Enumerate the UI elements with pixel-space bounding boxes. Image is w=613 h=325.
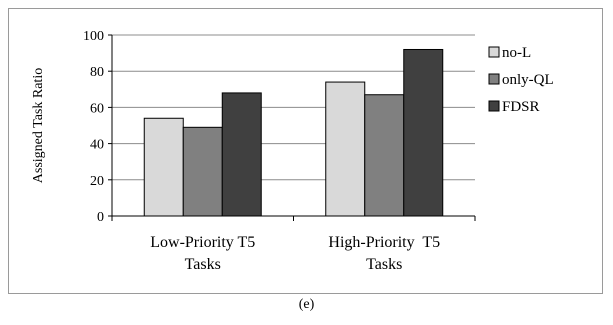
bar-FDSR-1 (403, 48, 444, 217)
axes: 0 20 40 60 80 100 Low-Priority T5 Tasks High-Pri… (83, 29, 476, 273)
legend: no-L only-QL FDSR (488, 45, 554, 115)
legend-swatch-FDSR (488, 100, 500, 112)
legend-swatch-no-L (488, 46, 500, 58)
y-tick-label: 80 (90, 65, 104, 80)
x-category-label: Tasks (366, 256, 402, 273)
y-tick-label: 0 (97, 210, 104, 225)
chart-frame (8, 8, 603, 294)
legend-label-no-L: no-L (502, 45, 531, 61)
y-tick-label: 20 (90, 174, 104, 189)
y-tick-label: 100 (83, 29, 104, 44)
y-axis-label: Assigned Task Ratio (31, 68, 46, 183)
bar-chart: 0 20 40 60 80 100 Low-Priority T5 Tasks High-Pri… (31, 29, 554, 273)
bar-no-L-1 (325, 81, 366, 217)
x-category-label: High-Priority T5 (328, 234, 440, 251)
y-tick-label: 40 (90, 138, 104, 153)
bar-only-QL-0 (182, 126, 223, 217)
bar-no-L-0 (143, 117, 184, 217)
x-category-label: Tasks (185, 256, 221, 273)
y-tick-label: 60 (90, 101, 104, 116)
bars (143, 48, 444, 217)
bar-only-QL-1 (364, 94, 405, 217)
figure-caption: (e) (298, 297, 315, 312)
legend-label-FDSR: FDSR (502, 99, 540, 115)
legend-label-only-QL: only-QL (502, 72, 554, 88)
legend-swatch-only-QL (488, 73, 500, 85)
x-category-label: Low-Priority T5 (150, 234, 255, 251)
bar-FDSR-0 (221, 92, 262, 217)
